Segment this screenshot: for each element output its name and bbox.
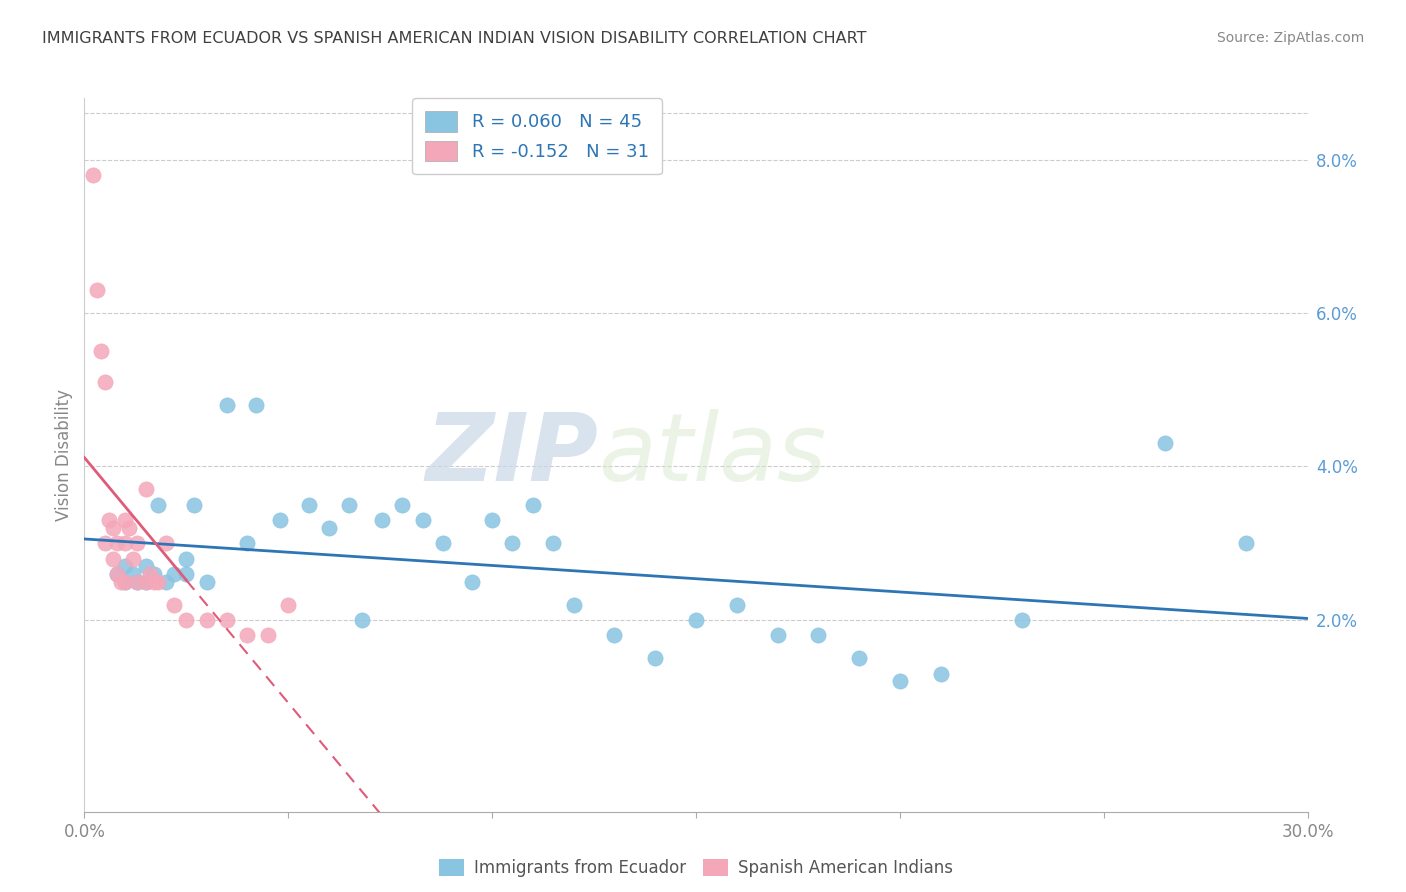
Point xyxy=(155,574,177,589)
Point xyxy=(412,513,434,527)
Point xyxy=(142,574,165,589)
Point xyxy=(1236,536,1258,550)
Point xyxy=(105,536,128,550)
Point xyxy=(461,574,484,589)
Legend: Immigrants from Ecuador, Spanish American Indians: Immigrants from Ecuador, Spanish America… xyxy=(430,851,962,886)
Point xyxy=(685,613,707,627)
Point xyxy=(135,483,157,497)
Point xyxy=(195,574,218,589)
Point xyxy=(245,398,267,412)
Point xyxy=(371,513,394,527)
Point xyxy=(118,521,141,535)
Point xyxy=(163,598,186,612)
Point xyxy=(543,536,565,550)
Point xyxy=(93,375,117,389)
Point xyxy=(135,574,157,589)
Point xyxy=(163,566,186,581)
Point xyxy=(889,674,911,689)
Point xyxy=(236,536,259,550)
Point xyxy=(195,613,218,627)
Point xyxy=(127,574,149,589)
Point xyxy=(146,574,169,589)
Point xyxy=(432,536,454,550)
Text: IMMIGRANTS FROM ECUADOR VS SPANISH AMERICAN INDIAN VISION DISABILITY CORRELATION: IMMIGRANTS FROM ECUADOR VS SPANISH AMERI… xyxy=(42,31,866,46)
Point xyxy=(114,574,136,589)
Point xyxy=(135,559,157,574)
Text: Source: ZipAtlas.com: Source: ZipAtlas.com xyxy=(1216,31,1364,45)
Point xyxy=(183,498,205,512)
Point xyxy=(93,536,117,550)
Point xyxy=(176,613,198,627)
Point xyxy=(155,536,177,550)
Point xyxy=(725,598,748,612)
Point xyxy=(114,513,136,527)
Point xyxy=(114,536,136,550)
Point xyxy=(522,498,544,512)
Point xyxy=(146,498,169,512)
Point xyxy=(135,574,157,589)
Point xyxy=(176,566,198,581)
Point xyxy=(257,628,280,642)
Point xyxy=(105,566,128,581)
Point xyxy=(176,551,198,566)
Text: atlas: atlas xyxy=(598,409,827,500)
Point xyxy=(848,651,870,665)
Point xyxy=(114,574,136,589)
Y-axis label: Vision Disability: Vision Disability xyxy=(55,389,73,521)
Point xyxy=(1011,613,1033,627)
Point xyxy=(236,628,259,642)
Point xyxy=(929,666,952,681)
Point xyxy=(391,498,413,512)
Point xyxy=(138,566,160,581)
Point xyxy=(766,628,789,642)
Point xyxy=(90,344,112,359)
Point xyxy=(481,513,503,527)
Point xyxy=(142,566,165,581)
Point xyxy=(114,559,136,574)
Point xyxy=(298,498,321,512)
Point xyxy=(277,598,299,612)
Point xyxy=(562,598,585,612)
Point xyxy=(644,651,666,665)
Point xyxy=(318,521,340,535)
Point xyxy=(1154,436,1177,450)
Point xyxy=(217,613,239,627)
Point xyxy=(97,513,120,527)
Point xyxy=(122,566,145,581)
Point xyxy=(807,628,830,642)
Point xyxy=(101,551,124,566)
Point xyxy=(127,574,149,589)
Point xyxy=(105,566,128,581)
Point xyxy=(122,551,145,566)
Point xyxy=(127,536,149,550)
Point xyxy=(86,283,108,297)
Point xyxy=(101,521,124,535)
Text: ZIP: ZIP xyxy=(425,409,598,501)
Point xyxy=(82,168,104,182)
Point xyxy=(350,613,373,627)
Point xyxy=(502,536,524,550)
Point xyxy=(603,628,626,642)
Point xyxy=(110,574,132,589)
Point xyxy=(269,513,291,527)
Point xyxy=(217,398,239,412)
Point xyxy=(339,498,361,512)
